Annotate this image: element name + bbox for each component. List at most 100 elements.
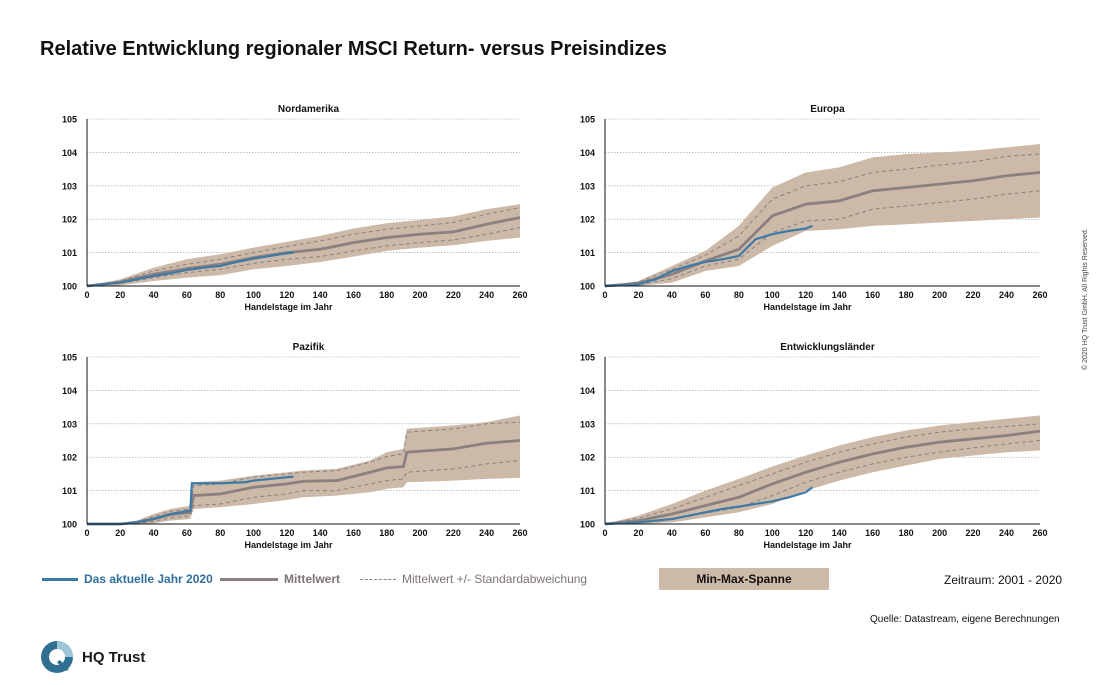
y-tick-label: 103 <box>62 419 77 429</box>
x-tick-label: 160 <box>346 528 361 538</box>
x-tick-label: 60 <box>700 290 710 300</box>
x-tick-label: 240 <box>999 290 1014 300</box>
chart-title: Nordamerika <box>278 104 340 115</box>
x-tick-label: 240 <box>999 528 1014 538</box>
x-tick-label: 260 <box>1032 290 1047 300</box>
std-line-entwicklungslnder <box>604 423 1041 525</box>
x-tick-label: 20 <box>115 290 125 300</box>
chart-title: Pazifik <box>293 342 325 353</box>
x-tick-label: 200 <box>413 290 428 300</box>
page-title: Relative Entwicklung regionaler MSCI Ret… <box>40 38 667 60</box>
legend-item-mean: Mittelwert <box>220 572 340 586</box>
min-max-band-entwicklungslnder <box>605 415 1040 524</box>
y-tick-label: 104 <box>62 148 77 158</box>
std-line-europa <box>604 153 1041 287</box>
chart-title: Entwicklungsländer <box>780 342 875 353</box>
legend-swatch-mean <box>220 577 278 581</box>
x-tick-label: 220 <box>446 528 461 538</box>
x-tick-label: 160 <box>346 290 361 300</box>
chart-title: Europa <box>810 104 845 115</box>
x-tick-label: 100 <box>246 528 261 538</box>
y-tick-label: 105 <box>62 353 77 363</box>
x-tick-label: 60 <box>182 528 192 538</box>
x-tick-label: 80 <box>734 290 744 300</box>
y-tick-label: 101 <box>580 486 595 496</box>
y-tick-label: 100 <box>62 282 77 292</box>
y-tick-label: 101 <box>580 248 595 258</box>
copyright-note: © 2020 HQ Trust GmbH. All Rights Reserve… <box>1082 228 1089 370</box>
x-tick-label: 20 <box>633 528 643 538</box>
min-max-band-europa <box>605 144 1040 286</box>
x-tick-label: 140 <box>313 528 328 538</box>
hq-trust-logo-icon <box>41 641 73 673</box>
std-line-nordamerika <box>86 207 521 287</box>
x-tick-label: 220 <box>966 290 981 300</box>
y-tick-label: 104 <box>580 386 595 396</box>
y-tick-label: 105 <box>580 115 595 125</box>
x-tick-label: 0 <box>84 290 89 300</box>
y-tick-label: 104 <box>580 148 595 158</box>
mean-line-nordamerika <box>86 216 521 288</box>
brand-logo: HQ Trust <box>40 640 145 674</box>
x-tick-label: 60 <box>182 290 192 300</box>
y-tick-label: 103 <box>62 181 77 191</box>
current-year-line-nordamerika <box>86 251 294 288</box>
std-line-nordamerika <box>86 227 521 287</box>
y-tick-label: 105 <box>62 115 77 125</box>
y-tick-label: 103 <box>580 419 595 429</box>
legend-item-current-year: Das aktuelle Jahr 2020 <box>42 572 213 586</box>
x-tick-label: 180 <box>379 290 394 300</box>
x-tick-label: 140 <box>313 290 328 300</box>
y-tick-label: 100 <box>580 282 595 292</box>
x-tick-label: 20 <box>633 290 643 300</box>
x-tick-label: 180 <box>379 528 394 538</box>
x-tick-label: 240 <box>479 528 494 538</box>
y-tick-label: 102 <box>62 453 77 463</box>
y-tick-label: 100 <box>62 520 77 530</box>
x-tick-label: 140 <box>832 290 847 300</box>
x-tick-label: 40 <box>149 528 159 538</box>
x-axis-label: Handelstage im Jahr <box>244 540 333 550</box>
x-tick-label: 160 <box>865 528 880 538</box>
legend-label-mean: Mittelwert <box>284 572 341 586</box>
legend-item-std: Mittelwert +/- Standardabweichung <box>360 572 587 586</box>
x-tick-label: 120 <box>279 290 294 300</box>
x-tick-label: 40 <box>149 290 159 300</box>
x-tick-label: 200 <box>932 528 947 538</box>
y-tick-label: 101 <box>62 248 77 258</box>
x-tick-label: 0 <box>602 290 607 300</box>
y-tick-label: 101 <box>62 486 77 496</box>
y-tick-label: 102 <box>580 215 595 225</box>
x-tick-label: 120 <box>279 528 294 538</box>
mean-line-europa <box>604 171 1041 288</box>
x-tick-label: 200 <box>932 290 947 300</box>
x-tick-label: 60 <box>700 528 710 538</box>
y-tick-label: 104 <box>62 386 77 396</box>
x-tick-label: 260 <box>512 290 527 300</box>
y-tick-label: 105 <box>580 353 595 363</box>
x-tick-label: 140 <box>832 528 847 538</box>
x-tick-label: 100 <box>765 290 780 300</box>
x-axis-label: Handelstage im Jahr <box>763 302 852 312</box>
x-tick-label: 200 <box>413 528 428 538</box>
x-tick-label: 100 <box>765 528 780 538</box>
period-label: Zeitraum: 2001 - 2020 <box>944 573 1063 587</box>
x-tick-label: 100 <box>246 290 261 300</box>
legend: Das aktuelle Jahr 2020 Mittelwert Mittel… <box>0 568 1102 592</box>
x-tick-label: 0 <box>602 528 607 538</box>
x-tick-label: 220 <box>966 528 981 538</box>
current-year-line-europa <box>604 224 813 288</box>
x-tick-label: 20 <box>115 528 125 538</box>
x-tick-label: 220 <box>446 290 461 300</box>
x-tick-label: 180 <box>899 290 914 300</box>
x-tick-label: 160 <box>865 290 880 300</box>
x-tick-label: 260 <box>1032 528 1047 538</box>
x-tick-label: 80 <box>215 290 225 300</box>
legend-swatch-current-year <box>42 577 78 581</box>
x-tick-label: 80 <box>215 528 225 538</box>
std-line-europa <box>604 190 1041 287</box>
x-tick-label: 240 <box>479 290 494 300</box>
x-tick-label: 0 <box>84 528 89 538</box>
legend-label-std: Mittelwert +/- Standardabweichung <box>402 572 588 586</box>
std-line-pazifik <box>87 460 521 525</box>
